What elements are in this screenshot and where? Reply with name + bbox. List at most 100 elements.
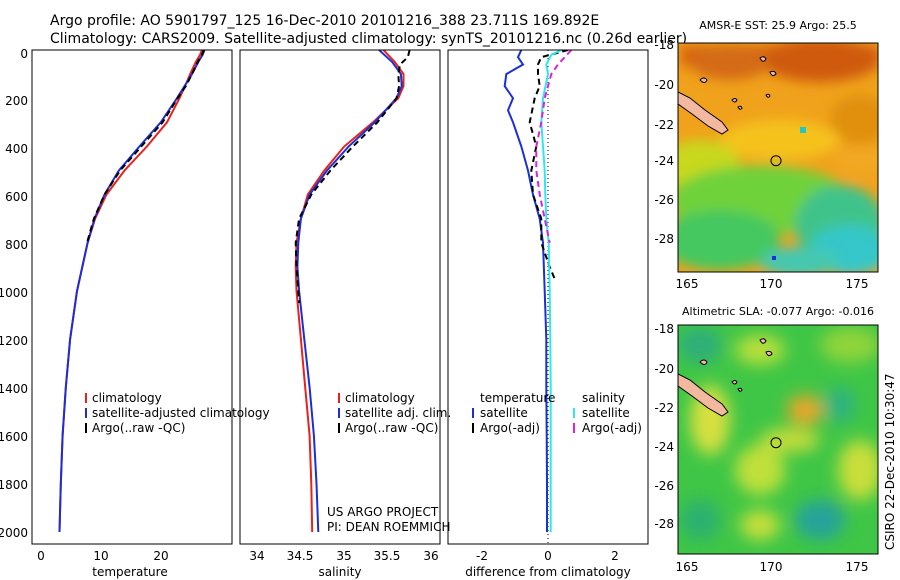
new-caledonia-landmass xyxy=(678,373,729,417)
legend-label: climatology xyxy=(345,391,415,405)
legend-label: satellite xyxy=(480,406,528,420)
series-line-temperature-argo-adj xyxy=(528,50,569,280)
temperature-axes-frame xyxy=(31,49,233,545)
x-tick-label: 10 xyxy=(93,549,108,563)
lat-tick-label: -22 xyxy=(654,118,674,132)
new-caledonia-landmass xyxy=(678,91,729,135)
series-line-temperature-satellite xyxy=(503,50,548,532)
sst-map: AMSR-E SST: 25.9 Argo: 25.5 xyxy=(654,19,879,291)
temperature-xlabel: temperature xyxy=(92,565,167,579)
sst-color-blobs xyxy=(678,43,878,272)
sst-cool-pixel xyxy=(772,256,776,260)
depth-tick-label: 600 xyxy=(5,190,28,204)
x-tick-label: -2 xyxy=(476,549,488,563)
lat-tick-label: -18 xyxy=(654,38,674,52)
salinity-xlabel: salinity xyxy=(318,565,361,579)
salinity-profile-lines xyxy=(294,50,411,533)
difference-axis-ticks: -2 0 2 xyxy=(476,549,619,563)
legend-label: Argo(..raw -QC) xyxy=(92,421,185,435)
lon-tick-label: 175 xyxy=(846,277,869,291)
sst-map-frame xyxy=(677,42,879,273)
legend-label: Argo(-adj) xyxy=(480,421,540,435)
legend-label: satellite-adjusted climatology xyxy=(92,406,270,420)
argo-float-marker xyxy=(770,437,782,449)
lat-tick-label: -24 xyxy=(654,440,674,454)
lat-tick-label: -22 xyxy=(654,401,674,415)
depth-tick-label: 0 xyxy=(20,47,28,61)
x-tick-label: 0 xyxy=(544,549,552,563)
temperature-legend: climatology satellite-adjusted climatolo… xyxy=(85,391,270,435)
depth-tick-label: 200 xyxy=(5,94,28,108)
x-tick-label: 35.5 xyxy=(374,549,401,563)
salinity-axes-frame xyxy=(239,49,441,545)
x-tick-label: 2 xyxy=(611,549,619,563)
x-tick-label: 34 xyxy=(249,549,264,563)
series-line-salinity-argo-adj xyxy=(535,50,573,244)
lat-tick-label: -26 xyxy=(654,479,674,493)
lat-tick-label: -28 xyxy=(654,517,674,531)
x-tick-label: 35 xyxy=(336,549,351,563)
legend-label: climatology xyxy=(92,391,162,405)
x-tick-label: 20 xyxy=(153,549,168,563)
lon-tick-label: 170 xyxy=(760,277,783,291)
lat-tick-label: -18 xyxy=(654,322,674,336)
figure-title-line2: Climatology: CARS2009. Satellite-adjuste… xyxy=(50,31,687,47)
x-tick-label: 34.5 xyxy=(287,549,314,563)
depth-tick-label: 2000 xyxy=(0,526,28,540)
salinity-panel: 34 34.5 35 35.5 36 climatology satellite… xyxy=(239,49,451,579)
sst-cool-pixel xyxy=(800,127,806,133)
series-line-climatology xyxy=(294,50,405,533)
temperature-profile-lines xyxy=(58,50,206,533)
credit-line2: PI: DEAN ROEMMICH xyxy=(327,520,450,534)
difference-axes-frame xyxy=(447,49,649,545)
sst-map-title: AMSR-E SST: 25.9 Argo: 25.5 xyxy=(699,19,857,32)
legend-label: satellite adj. clim. xyxy=(345,406,451,420)
depth-tick-label: 400 xyxy=(5,142,28,156)
depth-tick-label: 1200 xyxy=(0,334,28,348)
legend-title: salinity xyxy=(582,391,625,405)
temperature-panel: 0 200 400 600 800 1000 1200 1400 1600 18… xyxy=(0,47,270,579)
salinity-axis-ticks: 34 34.5 35 35.5 36 xyxy=(249,549,438,563)
x-tick-label: 0 xyxy=(37,549,45,563)
depth-tick-label: 800 xyxy=(5,238,28,252)
salinity-legend: climatology satellite adj. clim. Argo(..… xyxy=(338,391,451,435)
sla-heatmap-field xyxy=(678,325,878,554)
lat-tick-label: -26 xyxy=(654,193,674,207)
credit-line1: US ARGO PROJECT xyxy=(327,505,439,519)
timestamp: CSIRO 22-Dec-2010 10:30:47 xyxy=(883,373,897,550)
series-line-climatology xyxy=(58,50,203,533)
difference-legend-temperature: temperature satellite Argo(-adj) xyxy=(472,391,555,435)
difference-panel: -2 0 2 temperature satellite Argo(-adj) … xyxy=(447,49,649,579)
difference-legend-salinity: salinity satellite Argo(-adj) xyxy=(573,391,642,435)
lon-tick-label: 165 xyxy=(676,277,699,291)
sst-heatmap-field xyxy=(678,43,878,272)
figure-title-line1: Argo profile: AO 5901797_125 16-Dec-2010… xyxy=(50,13,599,29)
sla-map-frame xyxy=(677,324,879,555)
depth-tick-label: 1600 xyxy=(0,430,28,444)
series-line-satellite-adjusted-climatology xyxy=(58,50,206,533)
lat-tick-label: -28 xyxy=(654,232,674,246)
lon-tick-label: 165 xyxy=(676,560,699,574)
legend-title: temperature xyxy=(480,391,555,405)
lon-tick-label: 170 xyxy=(760,560,783,574)
temperature-axis-ticks: 0 200 400 600 800 1000 1200 1400 1600 18… xyxy=(0,47,169,563)
lon-tick-label: 175 xyxy=(846,560,869,574)
sla-map: Altimetric SLA: -0.077 Argo: -0.016 xyxy=(654,305,879,574)
difference-profile-lines xyxy=(503,50,573,532)
depth-tick-label: 1000 xyxy=(0,286,28,300)
island-outlines xyxy=(699,338,773,392)
series-line-argo-raw-qc xyxy=(294,50,411,304)
legend-label: Argo(-adj) xyxy=(582,421,642,435)
argo-float-marker xyxy=(770,155,782,167)
sla-map-title: Altimetric SLA: -0.077 Argo: -0.016 xyxy=(682,305,874,318)
lat-tick-label: -24 xyxy=(654,154,674,168)
series-line-salinity-satellite xyxy=(540,50,562,532)
series-line-argo-raw-qc xyxy=(86,50,205,244)
depth-tick-label: 1400 xyxy=(0,382,28,396)
x-tick-label: 36 xyxy=(423,549,438,563)
depth-tick-label: 1800 xyxy=(0,478,28,492)
island-outlines xyxy=(699,56,777,110)
legend-label: Argo(..raw -QC) xyxy=(345,421,438,435)
series-line-satellite-adj-clim xyxy=(296,50,403,533)
